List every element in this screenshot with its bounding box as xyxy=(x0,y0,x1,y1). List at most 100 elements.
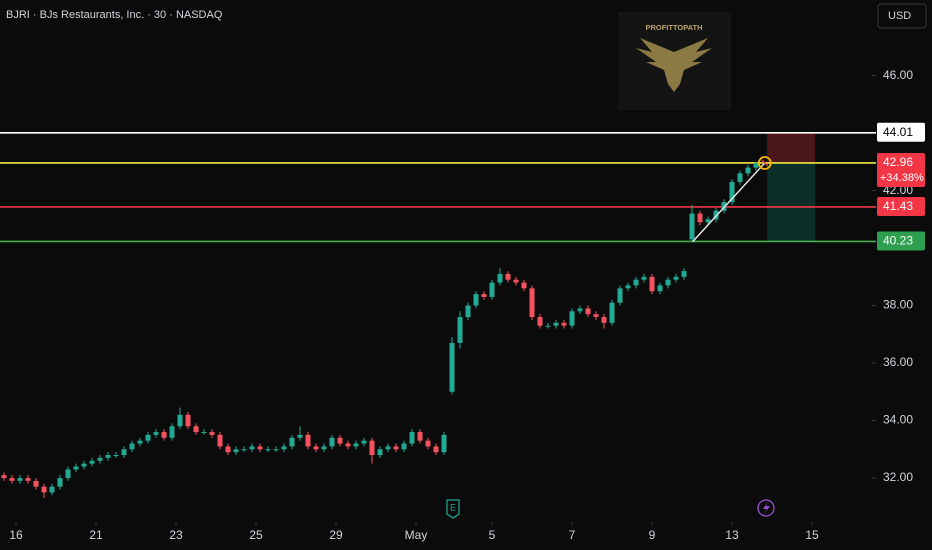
candle-body xyxy=(161,432,167,438)
candle-body xyxy=(729,181,735,203)
candle-body xyxy=(449,342,455,392)
candle-body xyxy=(353,443,359,447)
price-label: 44.01 xyxy=(883,125,913,139)
candle-body xyxy=(305,434,311,447)
candle-body xyxy=(673,276,679,280)
price-label-box xyxy=(877,122,925,142)
candle-body xyxy=(577,308,583,312)
candle-body xyxy=(473,294,479,306)
candle-body xyxy=(569,311,575,326)
candle-body xyxy=(393,446,399,450)
candle-body xyxy=(377,449,383,456)
candle-body xyxy=(633,279,639,286)
candle-body xyxy=(185,414,191,427)
candle-body xyxy=(145,434,151,441)
candle-body xyxy=(281,446,287,450)
candle-body xyxy=(113,455,119,457)
candle-body xyxy=(273,449,279,451)
candle-body xyxy=(697,213,703,223)
currency-button[interactable] xyxy=(877,3,927,29)
candle-body xyxy=(297,434,303,438)
y-tick-label: 34.00 xyxy=(883,413,913,427)
candle-body xyxy=(657,285,663,292)
candle-body xyxy=(329,437,335,447)
candle-body xyxy=(361,440,367,444)
candle-body xyxy=(529,288,535,318)
candle-body xyxy=(561,322,567,326)
candle-body xyxy=(345,443,351,447)
trendline xyxy=(692,162,766,242)
candle-body xyxy=(593,314,599,318)
x-tick-label: 9 xyxy=(649,528,656,542)
candle-body xyxy=(713,210,719,220)
candle-body xyxy=(25,478,31,481)
candle-body xyxy=(737,173,743,182)
earnings-marker: E xyxy=(446,499,460,519)
y-tick-label: 32.00 xyxy=(883,470,913,484)
candle-body xyxy=(681,271,687,277)
logo-eagle xyxy=(636,38,712,92)
candle-body xyxy=(521,282,527,289)
candle-body xyxy=(625,285,631,289)
candle-body xyxy=(233,449,239,453)
candle-body xyxy=(313,446,319,450)
candle-body xyxy=(209,432,215,435)
price-label-box xyxy=(877,231,925,251)
candle-body xyxy=(753,162,759,168)
candle-body xyxy=(249,446,255,450)
candle-body xyxy=(1,475,7,479)
target-zone xyxy=(767,162,816,242)
candle-body xyxy=(241,449,247,451)
candle-body xyxy=(649,276,655,292)
candle-body xyxy=(169,426,175,438)
x-tick-label: 15 xyxy=(805,528,819,542)
earnings-badge xyxy=(446,499,460,519)
candle-body xyxy=(585,308,591,315)
stop-zone xyxy=(767,132,816,163)
candle-body xyxy=(425,440,431,447)
candle-body xyxy=(65,469,71,479)
alert-circle xyxy=(757,156,772,170)
candle-body xyxy=(57,478,63,487)
price-label: 41.43 xyxy=(883,199,913,213)
candle-body xyxy=(369,440,375,456)
x-tick-label: 5 xyxy=(489,528,496,542)
currency-label[interactable]: USD xyxy=(888,10,911,22)
candle-body xyxy=(457,317,463,343)
logo-text: PROFITTOPATH xyxy=(645,23,702,32)
candle-body xyxy=(481,294,487,297)
candle-body xyxy=(265,449,271,451)
candle-body xyxy=(553,322,559,326)
x-tick-label: 7 xyxy=(569,528,576,542)
candle-body xyxy=(129,443,135,450)
candle-body xyxy=(545,325,551,327)
candle-body xyxy=(513,279,519,283)
candle-body xyxy=(177,414,183,427)
y-tick-label: 36.00 xyxy=(883,355,913,369)
dividend-marker xyxy=(757,499,775,517)
candle-body xyxy=(641,276,647,280)
candle-body xyxy=(97,457,103,461)
candle-body xyxy=(49,486,55,493)
x-tick-label: 21 xyxy=(89,528,103,542)
candle-body xyxy=(289,437,295,447)
candle-body xyxy=(33,480,39,487)
y-tick-label: 46.00 xyxy=(883,68,913,82)
candle-body xyxy=(217,434,223,447)
event-bolt xyxy=(763,502,770,514)
candle-body xyxy=(505,273,511,280)
candle-body xyxy=(385,446,391,450)
candle-body xyxy=(257,446,263,450)
candle-body xyxy=(745,167,751,174)
y-tick-label: 38.00 xyxy=(883,298,913,312)
x-tick-label: 29 xyxy=(329,528,343,542)
candle-body xyxy=(441,434,447,453)
event-circle xyxy=(757,499,775,517)
x-tick-label: May xyxy=(405,528,428,542)
candle-body xyxy=(153,432,159,435)
candle-body xyxy=(609,302,615,323)
